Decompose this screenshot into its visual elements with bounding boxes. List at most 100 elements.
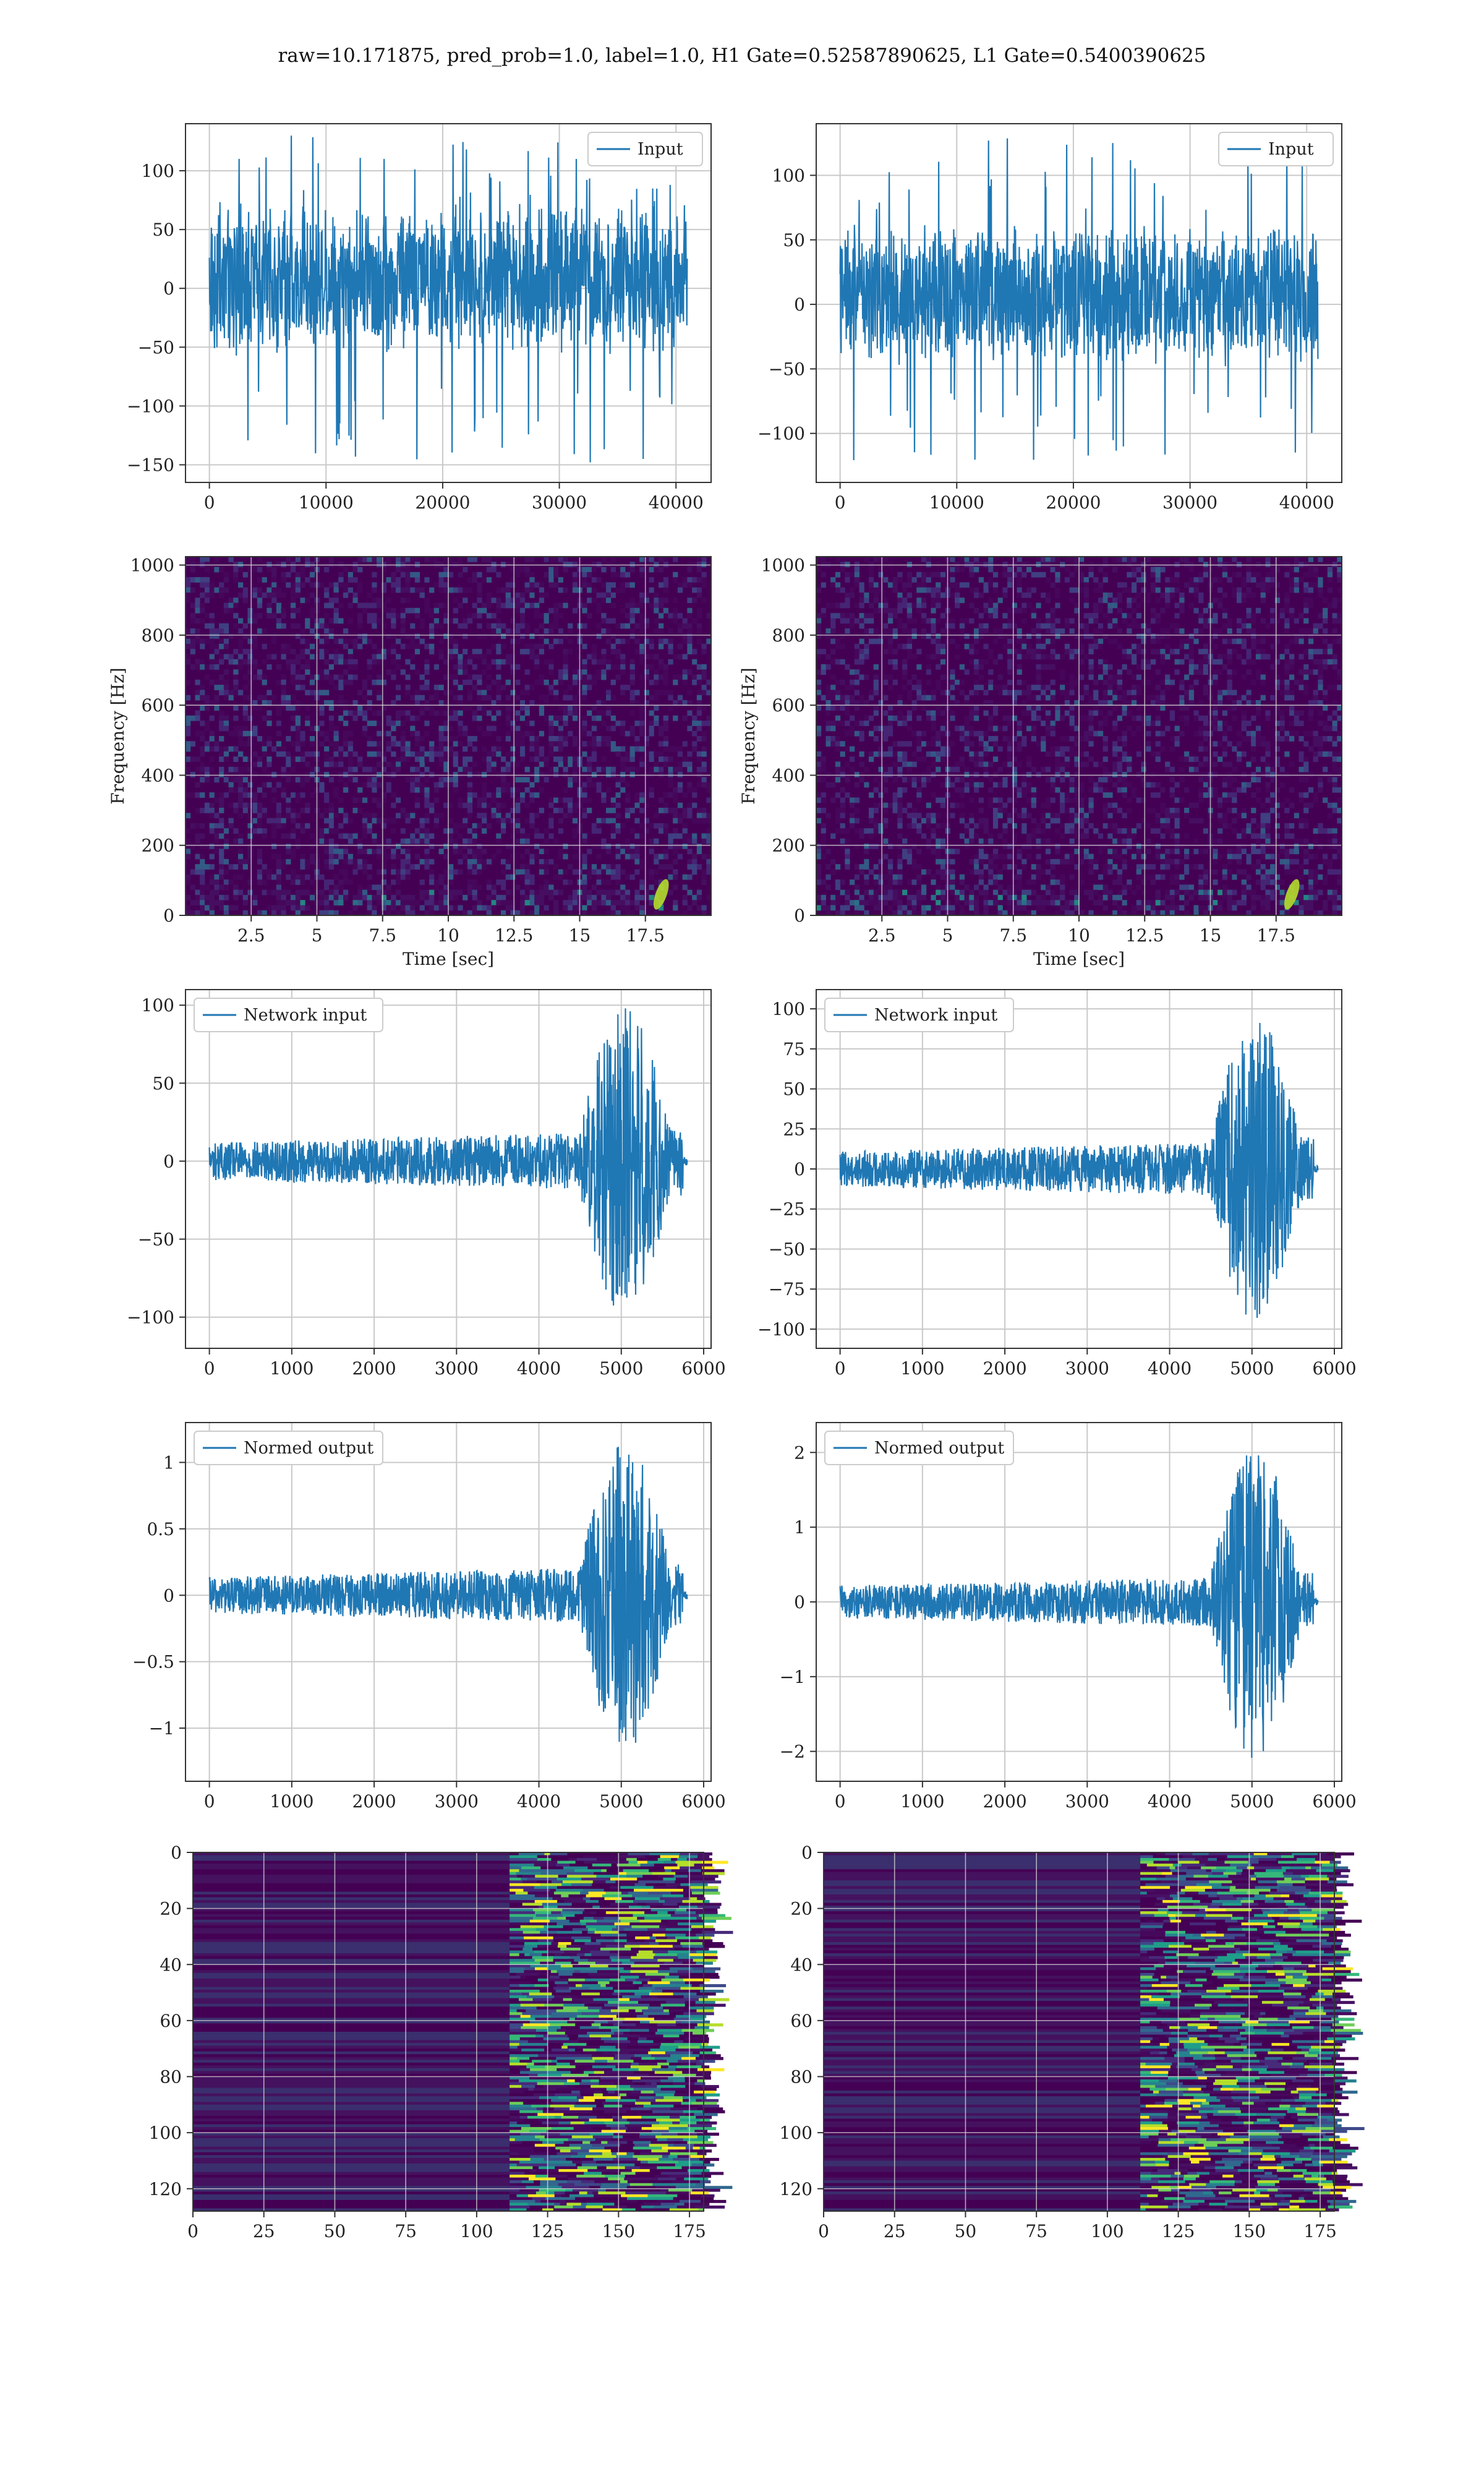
heat-cell <box>887 726 893 732</box>
heat-cell <box>1007 761 1013 768</box>
heat-cell <box>458 669 463 675</box>
heat-cell <box>242 792 248 798</box>
heat-cell <box>372 766 377 773</box>
heat-cell <box>553 905 559 911</box>
heat-cell <box>510 792 516 798</box>
heat-cell <box>252 633 258 640</box>
heat-cell <box>463 623 468 629</box>
heat-cell <box>677 802 683 808</box>
heat-cell <box>419 782 425 788</box>
heat-cell <box>673 858 678 865</box>
heat-cell <box>701 571 707 578</box>
heat-cell <box>992 705 999 711</box>
heat-cell <box>295 792 301 798</box>
heat-cell <box>969 618 974 624</box>
heat-cell <box>472 858 477 865</box>
heat-cell <box>644 618 650 624</box>
heat-cell <box>1021 813 1027 819</box>
heat-cell <box>223 623 229 629</box>
heat-cell <box>668 782 673 788</box>
heat-cell <box>864 910 869 916</box>
heat-cell <box>223 756 229 762</box>
heat-cell <box>396 587 401 593</box>
heat-cell <box>429 649 435 654</box>
heat-cell <box>472 823 477 829</box>
heat-cell <box>1017 726 1022 732</box>
heat-cell <box>372 833 377 839</box>
heat-cell <box>701 854 707 860</box>
heat-cell <box>281 823 286 829</box>
heat-cell <box>214 889 220 896</box>
heat-cell <box>276 705 282 711</box>
heat-cell <box>190 649 195 654</box>
heat-cell <box>931 623 936 629</box>
heat-cell <box>510 726 516 732</box>
heat-cell <box>515 695 521 701</box>
heat-cell <box>338 633 344 640</box>
heat-cell <box>897 607 903 614</box>
heat-cell <box>964 562 970 568</box>
heat-cell <box>692 679 697 685</box>
heat-cell <box>195 894 200 901</box>
heat-cell <box>186 910 191 916</box>
heat-cell <box>328 813 335 819</box>
heat-cell <box>238 736 244 742</box>
heat-cell <box>677 772 683 777</box>
heat-cell <box>601 741 607 747</box>
heat-cell <box>544 679 549 685</box>
heat-cell <box>668 705 673 711</box>
heat-cell <box>458 741 463 747</box>
heat-cell <box>926 577 931 583</box>
heat-cell <box>333 910 339 916</box>
heat-cell <box>510 787 516 793</box>
heat-cell <box>233 874 239 880</box>
heat-cell <box>252 664 258 670</box>
heat-cell <box>510 654 516 660</box>
heat-cell <box>840 802 845 808</box>
heat-cell <box>357 858 363 865</box>
heat-cell <box>534 777 540 783</box>
heat-cell <box>534 736 540 742</box>
heat-cell <box>1036 633 1041 640</box>
heat-cell <box>845 664 850 670</box>
heat-cell <box>458 654 463 660</box>
heat-cell <box>410 900 416 905</box>
heat-cell <box>902 582 908 588</box>
heat-cell <box>682 582 688 588</box>
heat-cell <box>1036 874 1041 880</box>
heat-cell <box>453 695 458 701</box>
heat-cell <box>400 736 406 742</box>
y-tick-label: 1000 <box>130 555 174 576</box>
heat-cell <box>443 844 449 849</box>
heat-cell <box>663 746 668 752</box>
heat-cell <box>291 874 296 880</box>
heat-cell <box>410 654 416 660</box>
heat-cell <box>257 802 263 808</box>
heat-cell <box>955 679 960 685</box>
heat-cell <box>950 638 955 644</box>
heat-cell <box>572 674 578 680</box>
heat-cell <box>840 823 845 829</box>
heat-cell <box>897 710 903 716</box>
heat-cell <box>352 715 358 721</box>
heat-cell <box>659 643 664 649</box>
heat-cell <box>295 721 301 726</box>
heat-cell <box>333 674 339 680</box>
heat-cell <box>291 613 296 618</box>
heat-cell <box>300 751 305 757</box>
heat-cell <box>372 782 377 788</box>
heat-cell <box>247 664 253 670</box>
heat-cell <box>352 766 358 773</box>
heat-cell <box>553 900 559 905</box>
heat-cell <box>501 802 506 808</box>
heat-cell <box>931 726 936 732</box>
heat-cell <box>328 854 335 860</box>
heat-cell <box>663 715 668 721</box>
heat-cell <box>983 690 989 696</box>
heat-cell <box>649 894 654 901</box>
heat-cell <box>195 808 200 813</box>
heat-cell <box>615 823 621 829</box>
heat-cell <box>673 597 678 604</box>
heat-cell <box>238 618 244 624</box>
heat-cell <box>214 633 220 640</box>
